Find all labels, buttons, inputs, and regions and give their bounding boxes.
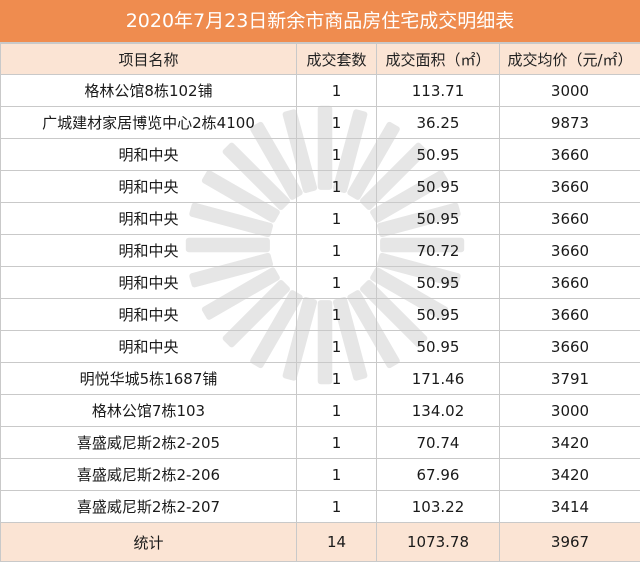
cell-area: 50.95: [376, 170, 500, 203]
table-row: 明和中央 1 50.95 3660: [0, 266, 640, 299]
cell-avg-price: 3660: [499, 202, 640, 235]
table-row: 喜盛威尼斯2栋2-205 1 70.74 3420: [0, 426, 640, 459]
cell-area: 70.72: [376, 234, 500, 267]
cell-units: 1: [296, 298, 377, 331]
cell-avg-price: 3660: [499, 138, 640, 171]
cell-project-name: 喜盛威尼斯2栋2-205: [0, 426, 297, 459]
table-row: 广城建材家居博览中心2栋4100 1 36.25 9873: [0, 106, 640, 139]
cell-avg-price: 3414: [499, 490, 640, 523]
table-row: 明和中央 1 70.72 3660: [0, 234, 640, 267]
cell-project-name: 明和中央: [0, 138, 297, 171]
cell-project-name: 明和中央: [0, 298, 297, 331]
cell-avg-price: 9873: [499, 106, 640, 139]
cell-units: 1: [296, 138, 377, 171]
cell-units: 1: [296, 458, 377, 491]
cell-area: 103.22: [376, 490, 500, 523]
cell-avg-price: 3420: [499, 458, 640, 491]
header-project-name: 项目名称: [0, 43, 297, 75]
total-area: 1073.78: [376, 522, 500, 562]
cell-project-name: 明和中央: [0, 170, 297, 203]
header-avg-price: 成交均价（元/㎡）: [499, 43, 640, 75]
cell-area: 50.95: [376, 202, 500, 235]
cell-units: 1: [296, 106, 377, 139]
table-row: 喜盛威尼斯2栋2-206 1 67.96 3420: [0, 458, 640, 491]
cell-units: 1: [296, 266, 377, 299]
cell-area: 67.96: [376, 458, 500, 491]
cell-project-name: 格林公馆7栋103: [0, 394, 297, 427]
cell-units: 1: [296, 74, 377, 107]
cell-avg-price: 3791: [499, 362, 640, 395]
cell-area: 36.25: [376, 106, 500, 139]
table-row: 明和中央 1 50.95 3660: [0, 330, 640, 363]
cell-project-name: 明和中央: [0, 266, 297, 299]
total-units: 14: [296, 522, 377, 562]
cell-avg-price: 3660: [499, 330, 640, 363]
table-row: 明和中央 1 50.95 3660: [0, 202, 640, 235]
cell-avg-price: 3660: [499, 170, 640, 203]
cell-avg-price: 3660: [499, 298, 640, 331]
cell-project-name: 明悦华城5栋1687铺: [0, 362, 297, 395]
cell-avg-price: 3420: [499, 426, 640, 459]
transactions-table: 项目名称 成交套数 成交面积（㎡） 成交均价（元/㎡） 格林公馆8栋102铺 1…: [0, 43, 640, 562]
table-row: 明和中央 1 50.95 3660: [0, 170, 640, 203]
cell-avg-price: 3000: [499, 394, 640, 427]
table-row: 格林公馆8栋102铺 1 113.71 3000: [0, 74, 640, 107]
total-label: 统计: [0, 522, 297, 562]
cell-units: 1: [296, 394, 377, 427]
cell-project-name: 喜盛威尼斯2栋2-207: [0, 490, 297, 523]
header-units: 成交套数: [296, 43, 377, 75]
cell-avg-price: 3660: [499, 266, 640, 299]
cell-units: 1: [296, 490, 377, 523]
cell-project-name: 明和中央: [0, 202, 297, 235]
table-row: 明和中央 1 50.95 3660: [0, 298, 640, 331]
cell-area: 50.95: [376, 330, 500, 363]
total-row: 统计 14 1073.78 3967: [0, 522, 640, 562]
table-row: 明悦华城5栋1687铺 1 171.46 3791: [0, 362, 640, 395]
table-row: 格林公馆7栋103 1 134.02 3000: [0, 394, 640, 427]
cell-area: 50.95: [376, 138, 500, 171]
cell-units: 1: [296, 362, 377, 395]
cell-area: 50.95: [376, 298, 500, 331]
table-title: 2020年7月23日新余市商品房住宅成交明细表: [0, 0, 640, 43]
cell-avg-price: 3000: [499, 74, 640, 107]
cell-area: 70.74: [376, 426, 500, 459]
table-row: 明和中央 1 50.95 3660: [0, 138, 640, 171]
cell-units: 1: [296, 426, 377, 459]
cell-project-name: 喜盛威尼斯2栋2-206: [0, 458, 297, 491]
cell-project-name: 格林公馆8栋102铺: [0, 74, 297, 107]
cell-units: 1: [296, 330, 377, 363]
cell-area: 134.02: [376, 394, 500, 427]
cell-area: 171.46: [376, 362, 500, 395]
cell-project-name: 广城建材家居博览中心2栋4100: [0, 106, 297, 139]
cell-avg-price: 3660: [499, 234, 640, 267]
header-area: 成交面积（㎡）: [376, 43, 500, 75]
cell-project-name: 明和中央: [0, 234, 297, 267]
cell-units: 1: [296, 202, 377, 235]
header-row: 项目名称 成交套数 成交面积（㎡） 成交均价（元/㎡）: [0, 43, 640, 75]
total-avg-price: 3967: [499, 522, 640, 562]
cell-units: 1: [296, 234, 377, 267]
cell-units: 1: [296, 170, 377, 203]
cell-project-name: 明和中央: [0, 330, 297, 363]
table-row: 喜盛威尼斯2栋2-207 1 103.22 3414: [0, 490, 640, 523]
cell-area: 50.95: [376, 266, 500, 299]
cell-area: 113.71: [376, 74, 500, 107]
